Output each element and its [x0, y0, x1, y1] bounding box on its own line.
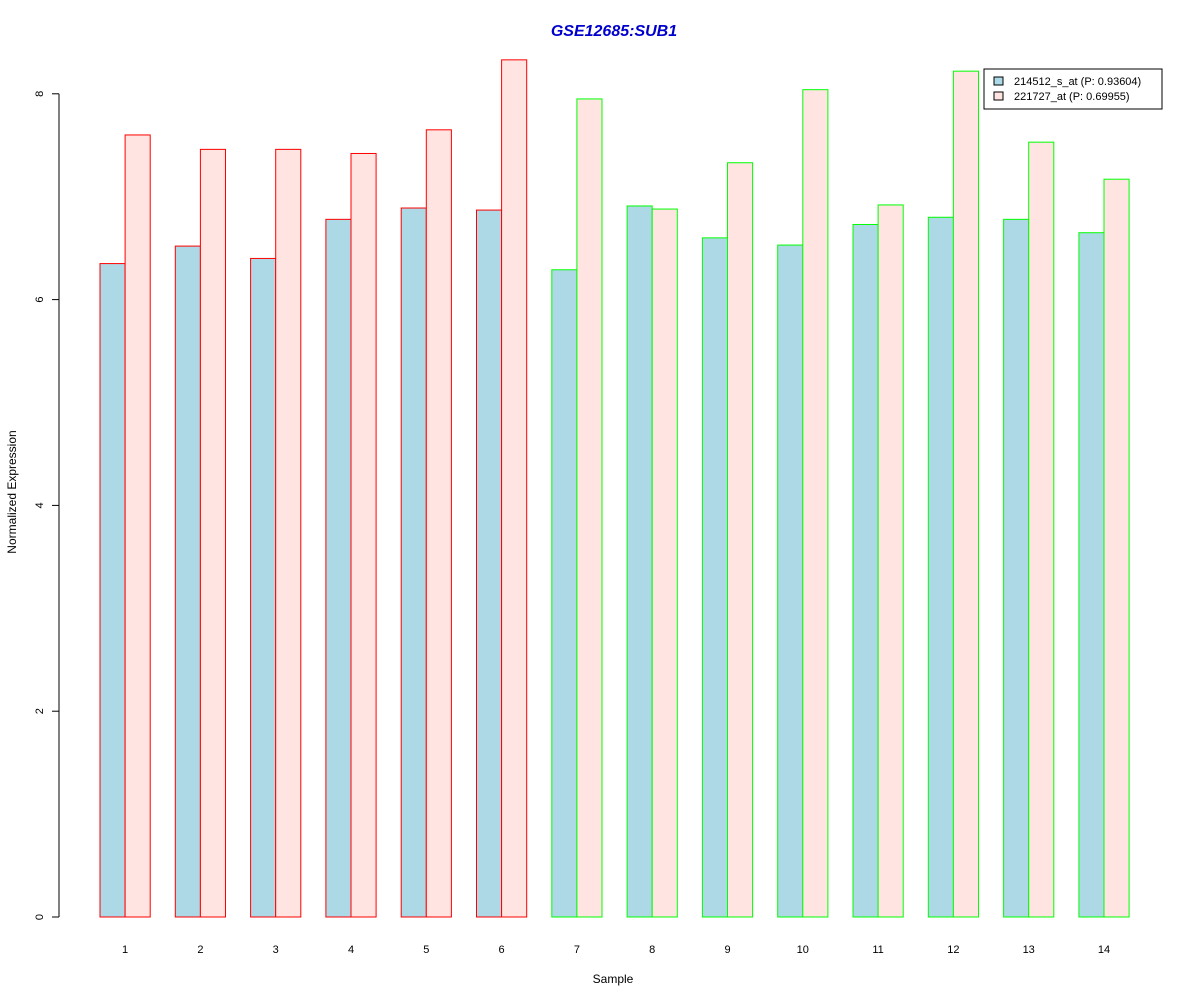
- bar-series1-sample-8: [626, 205, 653, 918]
- bar-series1-sample-1: [99, 263, 126, 918]
- bar-series1-sample-10: [777, 244, 804, 918]
- bar-series2-sample-4: [350, 152, 377, 918]
- bar-series1-sample-4: [325, 218, 352, 918]
- bar-series2-sample-12: [952, 70, 980, 918]
- bar-series2-sample-8: [651, 208, 678, 918]
- bar-series1-sample-2: [174, 245, 201, 918]
- y-axis: 0 2 4 6 8: [34, 91, 60, 920]
- x-tick-label: 5: [423, 944, 429, 956]
- bar-series1-sample-13: [1003, 218, 1030, 918]
- bar-series1-sample-7: [551, 269, 578, 918]
- bar-series1-sample-6: [476, 209, 503, 918]
- legend-label: 221727_at (P: 0.69955): [1014, 91, 1130, 103]
- x-tick-label: 8: [649, 944, 655, 956]
- y-tick-label: 8: [34, 91, 46, 97]
- bar-series1-sample-5: [400, 207, 427, 918]
- x-tick-label: 4: [348, 944, 354, 956]
- x-tick-label: 7: [574, 944, 580, 956]
- y-tick-label: 6: [34, 297, 46, 303]
- bar-series2-sample-10: [802, 89, 829, 918]
- legend-box: [983, 68, 1163, 110]
- x-tick-label: 14: [1098, 944, 1110, 956]
- x-tick-label: 9: [724, 944, 730, 956]
- bar-series2-sample-3: [275, 148, 302, 918]
- x-tick-label: 2: [197, 944, 203, 956]
- bar-series2-sample-7: [576, 98, 603, 918]
- x-tick-label: 12: [947, 944, 959, 956]
- x-axis-label: Sample: [593, 972, 634, 986]
- y-tick-label: 0: [34, 914, 46, 920]
- x-tick-label: 13: [1023, 944, 1035, 956]
- bar-series2-sample-11: [877, 204, 904, 918]
- bar-series1-sample-9: [701, 237, 729, 918]
- x-tick-label: 1: [122, 944, 128, 956]
- bar-series2-sample-2: [199, 148, 226, 918]
- bar-series2-sample-9: [727, 162, 754, 918]
- legend-swatch: [993, 76, 1004, 86]
- bar-series1-sample-3: [250, 257, 277, 918]
- legend-label: 214512_s_at (P: 0.93604): [1014, 76, 1141, 88]
- bar-series1-sample-12: [927, 216, 954, 918]
- bar-series2-sample-13: [1028, 141, 1055, 918]
- x-tick-labels: 1 2 3 4 5 6 7 8 9 10 11 12 13 14: [122, 944, 1110, 956]
- y-tick-label: 4: [34, 502, 46, 508]
- bar-series2-sample-1: [124, 134, 151, 918]
- bars-group: [99, 59, 1130, 918]
- bar-series2-sample-14: [1103, 178, 1130, 918]
- legend: 214512_s_at (P: 0.93604) 221727_at (P: 0.…: [983, 68, 1163, 110]
- x-tick-label: 3: [273, 944, 279, 956]
- x-tick-label: 6: [499, 944, 505, 956]
- bar-series2-sample-6: [501, 59, 528, 918]
- legend-swatch: [993, 91, 1004, 101]
- bar-series1-sample-11: [852, 223, 879, 918]
- y-axis-label: Normalized Expression: [5, 430, 19, 553]
- x-tick-label: 11: [872, 944, 883, 956]
- bar-series2-sample-5: [425, 129, 452, 918]
- chart-title: GSE12685:SUB1: [551, 23, 677, 40]
- x-tick-label: 10: [797, 944, 809, 956]
- bar-series1-sample-14: [1078, 232, 1105, 918]
- y-tick-label: 2: [34, 708, 46, 714]
